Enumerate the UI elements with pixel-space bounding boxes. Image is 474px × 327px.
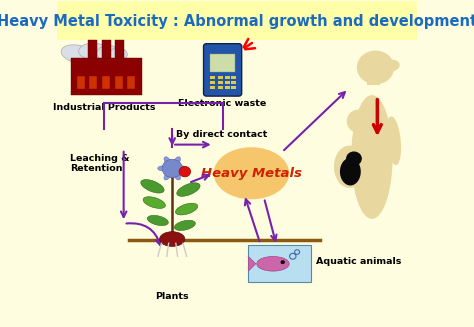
Bar bbox=[115, 40, 124, 58]
Bar bbox=[210, 76, 215, 79]
Polygon shape bbox=[248, 257, 255, 271]
Ellipse shape bbox=[141, 180, 164, 193]
Ellipse shape bbox=[109, 48, 127, 61]
Bar bbox=[88, 40, 97, 58]
Ellipse shape bbox=[347, 110, 368, 132]
Ellipse shape bbox=[160, 232, 185, 246]
Ellipse shape bbox=[214, 147, 289, 199]
Bar bbox=[248, 245, 311, 282]
Bar bbox=[367, 66, 380, 85]
Ellipse shape bbox=[257, 256, 289, 271]
Ellipse shape bbox=[334, 146, 365, 188]
Bar bbox=[210, 54, 235, 72]
Bar bbox=[90, 76, 97, 89]
Text: Aquatic animals: Aquatic animals bbox=[316, 257, 401, 266]
Bar bbox=[102, 40, 111, 58]
Circle shape bbox=[162, 159, 182, 178]
Ellipse shape bbox=[147, 215, 168, 226]
Text: Heavy Metal Toxicity : Abnormal growth and development: Heavy Metal Toxicity : Abnormal growth a… bbox=[0, 14, 474, 29]
Ellipse shape bbox=[174, 220, 195, 231]
Bar bbox=[57, 1, 417, 40]
FancyBboxPatch shape bbox=[203, 44, 242, 96]
Ellipse shape bbox=[164, 157, 171, 164]
Ellipse shape bbox=[386, 116, 401, 165]
Bar bbox=[225, 76, 230, 79]
Circle shape bbox=[357, 50, 394, 84]
Text: Plants: Plants bbox=[155, 292, 189, 301]
Bar bbox=[225, 86, 230, 89]
Bar bbox=[225, 81, 230, 84]
Bar bbox=[72, 58, 142, 95]
Ellipse shape bbox=[174, 173, 181, 180]
Bar bbox=[127, 76, 135, 89]
Circle shape bbox=[281, 260, 285, 264]
Ellipse shape bbox=[177, 183, 200, 196]
Ellipse shape bbox=[61, 45, 96, 64]
Ellipse shape bbox=[97, 45, 118, 60]
Bar bbox=[231, 86, 236, 89]
Text: By direct contact: By direct contact bbox=[176, 130, 267, 139]
Ellipse shape bbox=[351, 95, 392, 219]
Bar bbox=[77, 76, 85, 89]
Ellipse shape bbox=[174, 157, 181, 164]
Ellipse shape bbox=[175, 203, 198, 215]
Bar bbox=[115, 76, 123, 89]
Text: Leaching &
Retention: Leaching & Retention bbox=[70, 154, 129, 173]
Bar bbox=[231, 76, 236, 79]
Ellipse shape bbox=[178, 166, 187, 171]
Text: Heavy Metals: Heavy Metals bbox=[201, 167, 302, 180]
Ellipse shape bbox=[340, 158, 361, 185]
Circle shape bbox=[179, 166, 191, 177]
Bar bbox=[231, 81, 236, 84]
Ellipse shape bbox=[143, 197, 165, 208]
Bar bbox=[210, 86, 215, 89]
Text: Electronic waste: Electronic waste bbox=[179, 99, 267, 108]
Ellipse shape bbox=[158, 166, 167, 171]
Ellipse shape bbox=[79, 43, 108, 59]
Bar bbox=[218, 86, 223, 89]
Ellipse shape bbox=[380, 60, 400, 72]
Bar bbox=[218, 76, 223, 79]
Circle shape bbox=[346, 151, 362, 166]
Bar bbox=[210, 81, 215, 84]
Bar bbox=[218, 81, 223, 84]
Ellipse shape bbox=[164, 173, 171, 180]
Bar bbox=[102, 76, 110, 89]
Text: Industrial Products: Industrial Products bbox=[53, 103, 155, 112]
